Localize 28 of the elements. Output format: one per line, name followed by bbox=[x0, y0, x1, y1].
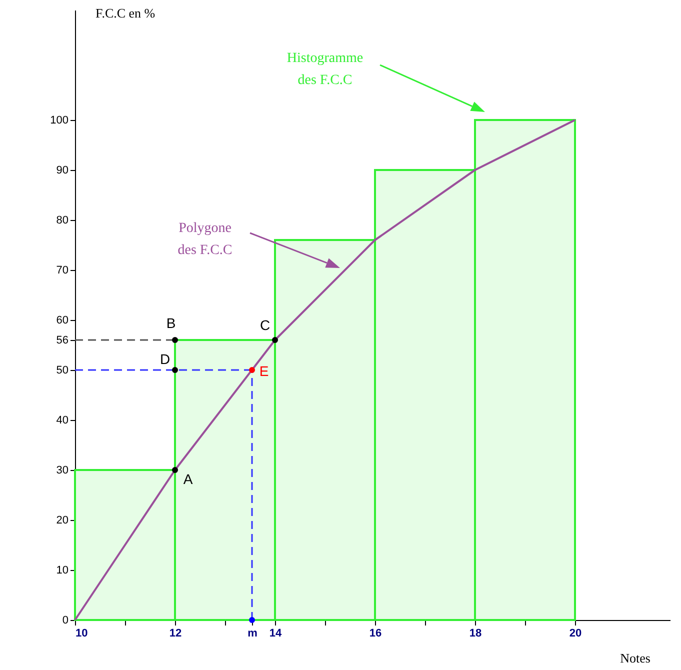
y-tick-label: 80 bbox=[56, 214, 68, 226]
y-axis-title: F.C.C en % bbox=[96, 6, 156, 20]
x-tick-label: 10 bbox=[76, 628, 88, 640]
x-tick-label: 16 bbox=[369, 628, 382, 640]
y-tick-label: 0 bbox=[62, 614, 68, 626]
annotation: Polygone des F.C.C bbox=[178, 221, 232, 258]
x-tick-label: 12 bbox=[169, 628, 182, 640]
x-axis-title: Notes bbox=[620, 650, 650, 666]
y-tick-label: 56 bbox=[56, 334, 68, 346]
x-tick-label: m bbox=[248, 628, 258, 640]
annotation: B bbox=[166, 315, 176, 331]
y-tick-label: 10 bbox=[56, 564, 68, 576]
annotation: E bbox=[259, 363, 269, 379]
y-tick-label: 30 bbox=[56, 464, 68, 476]
y-tick-label: 70 bbox=[56, 264, 68, 276]
y-tick-label: 50 bbox=[56, 364, 68, 376]
y-tick-label: 90 bbox=[56, 164, 68, 176]
annotation: C bbox=[260, 317, 270, 333]
x-tick-label: 20 bbox=[569, 628, 582, 640]
annotation: Histogramme des F.C.C bbox=[286, 51, 364, 88]
annotation: A bbox=[183, 471, 194, 487]
y-tick-label: 100 bbox=[50, 114, 68, 126]
annotation: D bbox=[160, 351, 170, 367]
y-tick-label: 60 bbox=[56, 314, 68, 326]
x-tick-label: 18 bbox=[469, 628, 482, 640]
y-tick-label: 20 bbox=[56, 514, 68, 526]
x-tick-label: 14 bbox=[269, 628, 282, 640]
y-tick-label: 40 bbox=[56, 414, 68, 426]
